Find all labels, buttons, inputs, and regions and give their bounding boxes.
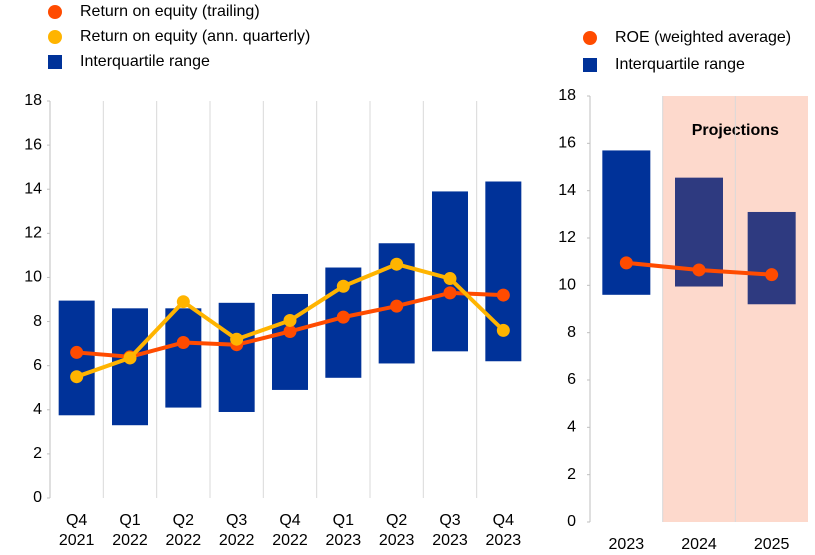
legend-marker — [48, 30, 62, 44]
x-tick-label: Q4 — [279, 512, 300, 529]
point — [70, 370, 84, 384]
iqr-bar — [747, 211, 796, 305]
legend-marker — [583, 31, 597, 45]
point — [336, 279, 350, 293]
y-tick-label: 12 — [24, 225, 42, 242]
point — [496, 323, 510, 337]
point — [619, 256, 633, 270]
y-tick-label: 0 — [567, 513, 576, 530]
y-tick-label: 8 — [567, 324, 576, 341]
legend-label: Return on equity (trailing) — [80, 3, 260, 20]
point — [692, 263, 706, 277]
x-tick-label: 2022 — [112, 532, 148, 549]
x-tick-label: 2024 — [681, 536, 717, 553]
y-tick-label: 6 — [567, 371, 576, 388]
y-tick-label: 4 — [567, 419, 576, 436]
x-tick-label: Q1 — [119, 512, 140, 529]
legend-marker — [48, 55, 62, 69]
iqr-bar — [112, 308, 148, 426]
point — [70, 345, 84, 359]
point — [496, 288, 510, 302]
x-tick-label: 2021 — [59, 532, 95, 549]
y-tick-label: 6 — [33, 357, 42, 374]
x-tick-label: 2023 — [486, 532, 522, 549]
legend-label: ROE (weighted average) — [615, 29, 791, 46]
y-tick-label: 14 — [24, 180, 42, 197]
point — [123, 351, 137, 365]
y-tick-label: 2 — [33, 445, 42, 462]
point — [283, 324, 297, 338]
point — [765, 268, 779, 282]
x-tick-label: Q3 — [439, 512, 460, 529]
y-tick-label: 18 — [558, 87, 576, 104]
y-tick-label: 0 — [33, 489, 42, 506]
point — [336, 310, 350, 324]
y-tick-label: 16 — [24, 136, 42, 153]
point — [283, 313, 297, 327]
point — [176, 295, 190, 309]
y-tick-label: 8 — [33, 313, 42, 330]
point — [390, 299, 404, 313]
x-tick-label: Q3 — [226, 512, 247, 529]
y-tick-label: 12 — [558, 229, 576, 246]
point — [390, 257, 404, 271]
x-tick-label: 2025 — [754, 536, 790, 553]
y-tick-label: 14 — [558, 182, 576, 199]
y-tick-label: 16 — [558, 135, 576, 152]
y-tick-label: 4 — [33, 401, 42, 418]
y-tick-label: 2 — [567, 466, 576, 483]
y-tick-label: 18 — [24, 92, 42, 109]
iqr-bar — [602, 150, 651, 295]
legend-marker — [583, 58, 597, 72]
point — [443, 272, 457, 286]
x-tick-label: Q4 — [66, 512, 87, 529]
legend-label: Interquartile range — [80, 53, 210, 70]
iqr-bar — [272, 293, 308, 390]
x-tick-label: Q2 — [386, 512, 407, 529]
x-tick-label: Q4 — [493, 512, 514, 529]
x-tick-label: Q2 — [173, 512, 194, 529]
x-tick-label: 2022 — [272, 532, 308, 549]
x-tick-label: 2022 — [166, 532, 202, 549]
x-tick-label: 2023 — [609, 536, 645, 553]
x-tick-label: 2023 — [379, 532, 415, 549]
x-tick-label: 2023 — [326, 532, 362, 549]
x-tick-label: 2022 — [219, 532, 255, 549]
legend-label: Return on equity (ann. quarterly) — [80, 28, 310, 45]
y-tick-label: 10 — [558, 277, 576, 294]
point — [176, 336, 190, 350]
point — [230, 332, 244, 346]
iqr-bar — [165, 308, 202, 408]
y-tick-label: 10 — [24, 269, 42, 286]
point — [443, 286, 457, 300]
iqr-bar — [218, 302, 255, 412]
x-tick-label: Q1 — [333, 512, 354, 529]
legend-marker — [48, 5, 62, 19]
x-tick-label: 2023 — [432, 532, 468, 549]
iqr-bar — [432, 191, 468, 352]
legend-label: Interquartile range — [615, 56, 745, 73]
